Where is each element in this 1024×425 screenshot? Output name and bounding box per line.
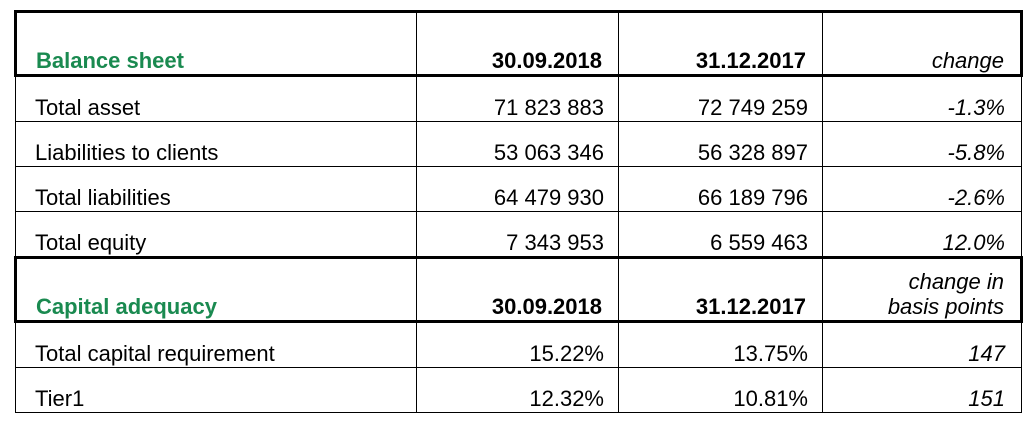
balance-sheet-header-row: Balance sheet 30.09.2018 31.12.2017 chan… [14, 10, 1023, 77]
value-cell: 64 479 930 [416, 166, 619, 212]
value-cell: 6 559 463 [618, 211, 823, 258]
column-header-date-1: 30.09.2018 [416, 10, 619, 77]
change-cell: 147 [822, 321, 1022, 368]
row-label: Total capital requirement [15, 321, 417, 368]
row-label: Total equity [15, 211, 417, 258]
section-title: Capital adequacy [14, 256, 417, 323]
table-row: Total liabilities 64 479 930 66 189 796 … [15, 166, 1022, 212]
row-label: Tier1 [15, 367, 417, 413]
financial-summary-table: Balance sheet 30.09.2018 31.12.2017 chan… [14, 10, 1023, 413]
change-cell: -1.3% [822, 75, 1022, 122]
value-cell: 7 343 953 [416, 211, 619, 258]
table-row: Total capital requirement 15.22% 13.75% … [15, 321, 1022, 368]
change-cell: 151 [822, 367, 1022, 413]
section-title: Balance sheet [14, 10, 417, 77]
table-row: Total asset 71 823 883 72 749 259 -1.3% [15, 75, 1022, 122]
row-label: Total asset [15, 75, 417, 122]
change-cell: -5.8% [822, 121, 1022, 167]
row-label: Liabilities to clients [15, 121, 417, 167]
capital-adequacy-header-row: Capital adequacy 30.09.2018 31.12.2017 c… [14, 256, 1023, 323]
column-header-date-2: 31.12.2017 [618, 10, 823, 77]
row-label: Total liabilities [15, 166, 417, 212]
value-cell: 10.81% [618, 367, 823, 413]
table-row: Tier1 12.32% 10.81% 151 [15, 367, 1022, 413]
value-cell: 72 749 259 [618, 75, 823, 122]
column-header-date-1: 30.09.2018 [416, 256, 619, 323]
value-cell: 13.75% [618, 321, 823, 368]
change-header-line-1: change in [908, 269, 1004, 294]
change-cell: -2.6% [822, 166, 1022, 212]
column-header-change-bp: change in basis points [822, 256, 1023, 323]
column-header-date-2: 31.12.2017 [618, 256, 823, 323]
value-cell: 66 189 796 [618, 166, 823, 212]
value-cell: 15.22% [416, 321, 619, 368]
table-row: Liabilities to clients 53 063 346 56 328… [15, 121, 1022, 167]
value-cell: 56 328 897 [618, 121, 823, 167]
value-cell: 12.32% [416, 367, 619, 413]
change-cell: 12.0% [822, 211, 1022, 258]
value-cell: 53 063 346 [416, 121, 619, 167]
table-row: Total equity 7 343 953 6 559 463 12.0% [15, 211, 1022, 258]
column-header-change: change [822, 10, 1023, 77]
change-header-line-2: basis points [887, 294, 1004, 319]
value-cell: 71 823 883 [416, 75, 619, 122]
